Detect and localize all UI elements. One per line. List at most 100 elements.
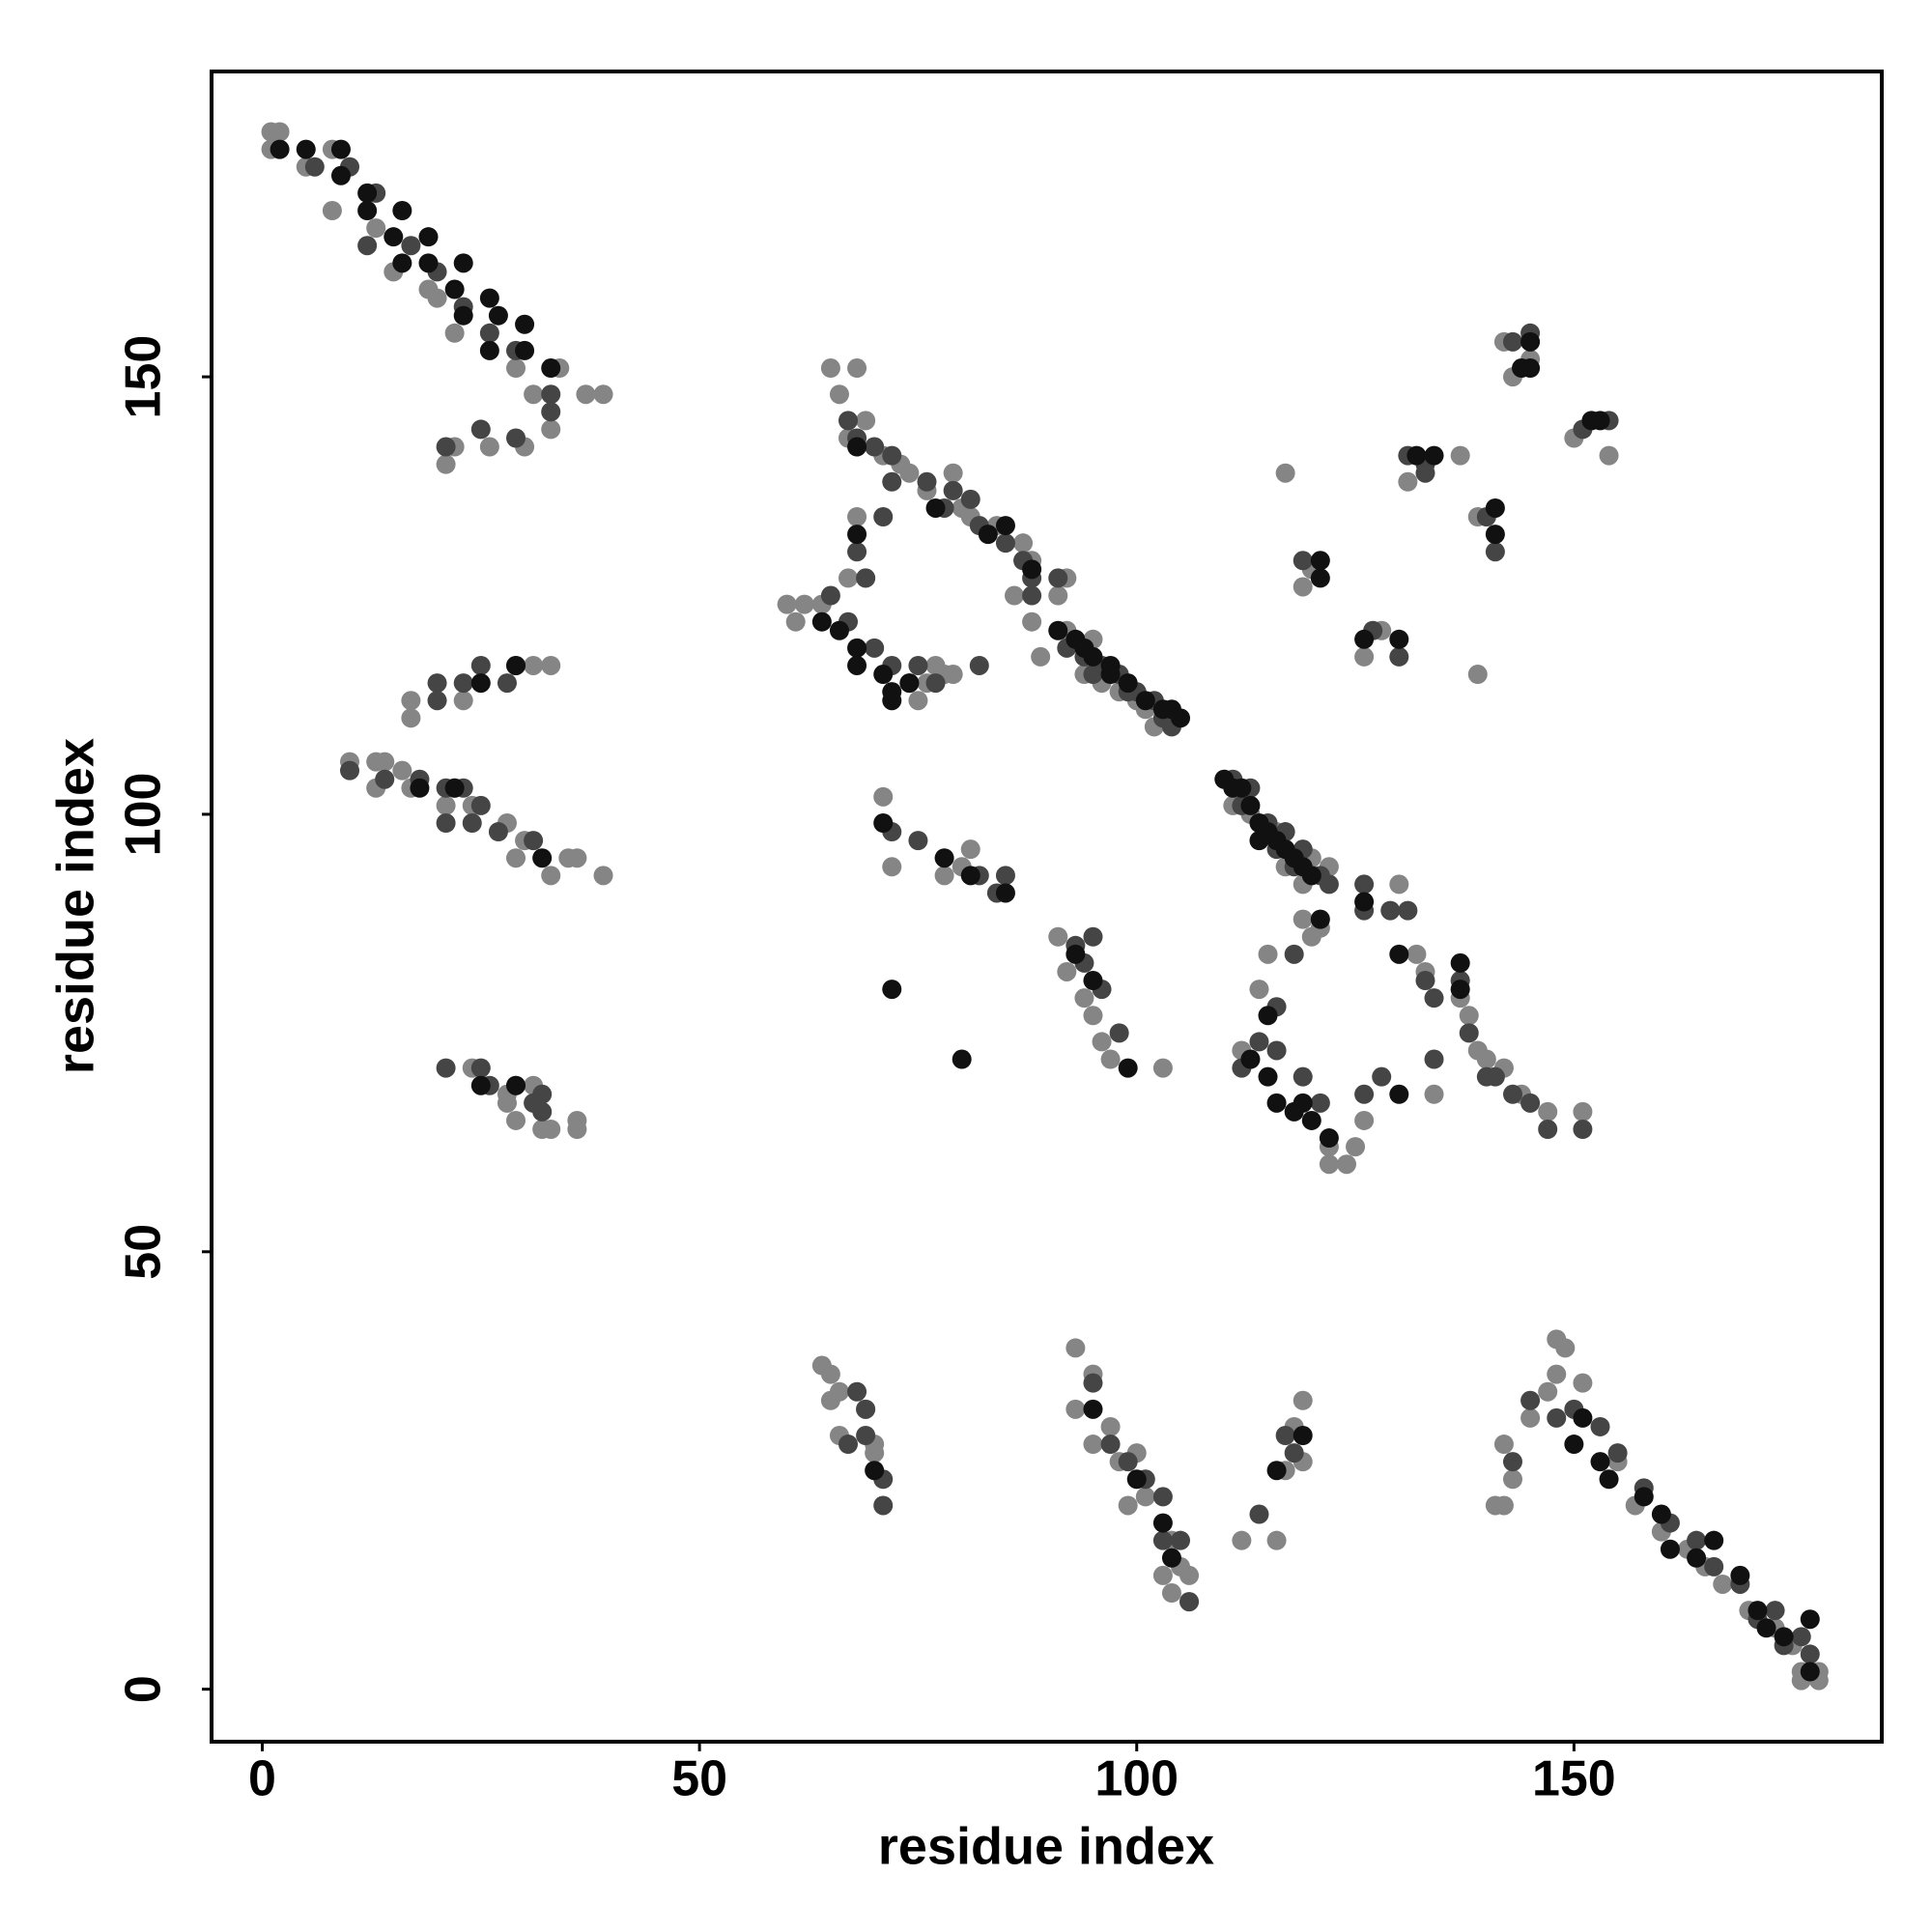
- point: [436, 795, 456, 815]
- point: [925, 497, 946, 518]
- point: [1232, 778, 1252, 798]
- x-tick-label: 0: [248, 1751, 276, 1807]
- point: [541, 419, 561, 440]
- point: [1502, 1452, 1522, 1472]
- point: [1538, 1381, 1558, 1402]
- point: [952, 1049, 972, 1069]
- point: [1258, 1066, 1278, 1087]
- point: [401, 708, 421, 728]
- point: [882, 471, 902, 492]
- point: [1450, 952, 1470, 973]
- point: [873, 813, 894, 834]
- point: [1310, 551, 1330, 571]
- point: [1800, 1609, 1820, 1630]
- point: [470, 1075, 491, 1095]
- point: [1538, 1120, 1558, 1140]
- point: [1293, 551, 1313, 571]
- point: [1502, 1469, 1522, 1490]
- point: [1424, 988, 1444, 1009]
- point: [960, 489, 980, 509]
- point: [882, 691, 902, 711]
- point: [1354, 646, 1375, 667]
- point: [541, 655, 561, 675]
- point: [847, 638, 867, 658]
- point: [820, 585, 840, 606]
- point: [453, 253, 473, 273]
- point: [392, 760, 412, 781]
- point: [882, 445, 902, 466]
- point: [1687, 1548, 1707, 1568]
- point: [453, 673, 473, 694]
- point: [1100, 1416, 1121, 1436]
- point: [1152, 1513, 1173, 1533]
- point: [1634, 1487, 1654, 1507]
- point: [1293, 1066, 1313, 1087]
- point: [1266, 1093, 1287, 1113]
- point: [567, 1120, 587, 1140]
- point: [479, 340, 499, 360]
- point: [1389, 944, 1409, 964]
- point: [899, 463, 920, 483]
- point: [384, 227, 404, 247]
- point: [1022, 559, 1042, 580]
- point: [1398, 900, 1418, 921]
- point: [470, 673, 491, 694]
- point: [1048, 585, 1068, 606]
- point: [1031, 646, 1051, 667]
- point: [1152, 1058, 1173, 1078]
- point: [1249, 831, 1269, 851]
- point: [479, 323, 499, 343]
- point: [541, 402, 561, 422]
- y-tick-label: 0: [116, 1675, 172, 1703]
- point: [1406, 445, 1427, 466]
- point: [470, 1058, 491, 1078]
- point: [1092, 1032, 1112, 1052]
- point: [1022, 611, 1042, 632]
- point: [1380, 900, 1401, 921]
- point: [593, 866, 613, 886]
- point: [995, 883, 1015, 903]
- point: [1573, 1120, 1593, 1140]
- point: [1171, 1530, 1191, 1550]
- point: [1301, 926, 1321, 947]
- point: [1301, 866, 1321, 886]
- point: [1547, 1407, 1567, 1428]
- point: [392, 201, 412, 221]
- point: [1293, 909, 1313, 929]
- point: [1372, 1066, 1392, 1087]
- point: [1713, 1574, 1733, 1594]
- point: [829, 1381, 849, 1402]
- point: [1152, 1487, 1173, 1507]
- point: [506, 1075, 526, 1095]
- point: [1152, 1565, 1173, 1585]
- point: [436, 454, 456, 474]
- point: [1083, 1399, 1103, 1419]
- point: [1240, 1049, 1261, 1069]
- point: [488, 305, 508, 326]
- point: [1520, 1093, 1541, 1113]
- y-tick-label: 50: [116, 1224, 172, 1280]
- point: [479, 437, 499, 457]
- point: [375, 752, 395, 772]
- point: [506, 1110, 526, 1130]
- point: [1083, 665, 1103, 685]
- x-tick-label: 50: [671, 1751, 727, 1807]
- point: [838, 568, 859, 588]
- point: [330, 165, 351, 185]
- point: [1415, 971, 1435, 991]
- point: [506, 848, 526, 868]
- point: [1083, 971, 1103, 991]
- point: [882, 980, 902, 1000]
- point: [1459, 1006, 1479, 1026]
- point: [1590, 1452, 1610, 1472]
- point: [1354, 874, 1375, 895]
- x-tick-label: 100: [1094, 1751, 1179, 1807]
- point: [1065, 1338, 1086, 1358]
- point: [1502, 331, 1522, 352]
- point: [470, 795, 491, 815]
- y-tick-label: 100: [116, 773, 172, 857]
- point: [1590, 1416, 1610, 1436]
- point: [357, 236, 378, 256]
- point: [1389, 646, 1409, 667]
- point: [1266, 1461, 1287, 1481]
